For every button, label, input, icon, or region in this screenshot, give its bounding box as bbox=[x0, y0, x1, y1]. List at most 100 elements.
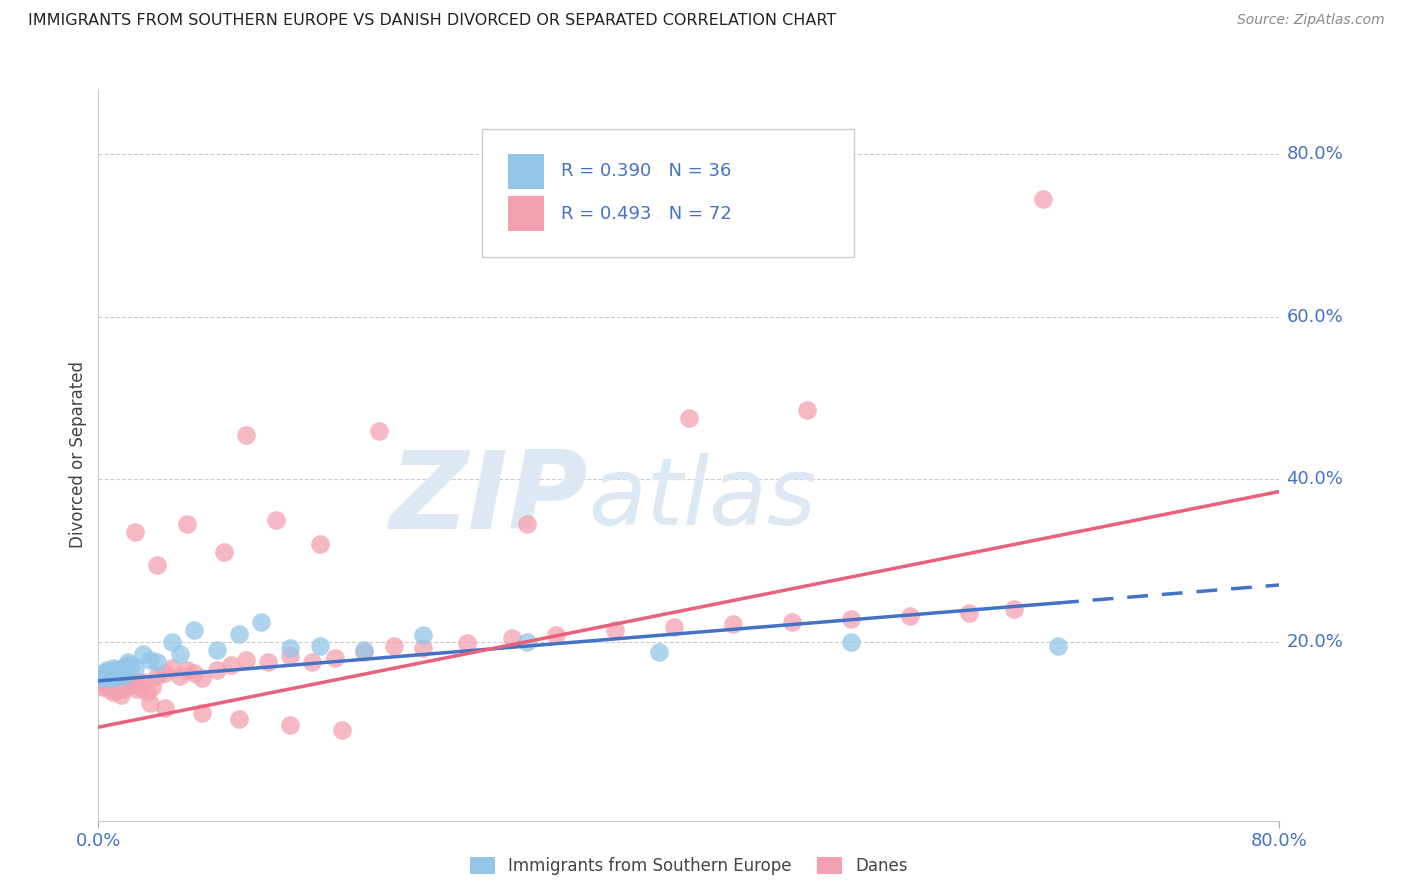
Point bbox=[124, 525, 146, 540]
Point bbox=[104, 680, 127, 694]
Point bbox=[169, 647, 191, 661]
Point bbox=[94, 677, 117, 691]
Point bbox=[219, 657, 242, 672]
Y-axis label: Divorced or Separated: Divorced or Separated bbox=[69, 361, 87, 549]
Text: R = 0.390   N = 36: R = 0.390 N = 36 bbox=[561, 162, 731, 180]
Point bbox=[191, 706, 214, 721]
Point bbox=[114, 673, 136, 688]
Point bbox=[120, 677, 142, 691]
Point bbox=[235, 653, 257, 667]
Point bbox=[169, 669, 191, 683]
Point bbox=[839, 635, 862, 649]
Point bbox=[98, 677, 121, 691]
Point bbox=[91, 680, 114, 694]
Point bbox=[648, 644, 671, 658]
Point bbox=[544, 628, 567, 642]
Point bbox=[100, 680, 122, 694]
Point bbox=[124, 661, 146, 675]
Point bbox=[105, 675, 128, 690]
Text: atlas: atlas bbox=[589, 453, 817, 544]
Point bbox=[323, 651, 346, 665]
Point bbox=[301, 655, 323, 669]
Text: 20.0%: 20.0% bbox=[1286, 632, 1343, 651]
Point bbox=[103, 685, 125, 699]
Point bbox=[900, 608, 922, 623]
Point bbox=[111, 681, 134, 696]
Point bbox=[330, 723, 353, 737]
Point bbox=[228, 626, 250, 640]
Point bbox=[162, 661, 183, 675]
Point bbox=[136, 685, 159, 699]
Point bbox=[309, 639, 332, 653]
Point bbox=[1032, 192, 1054, 206]
Point bbox=[501, 631, 523, 645]
Point bbox=[153, 665, 176, 680]
Point bbox=[515, 516, 537, 531]
Point bbox=[1002, 602, 1025, 616]
Point bbox=[90, 675, 112, 690]
Point bbox=[117, 655, 139, 669]
Point bbox=[146, 558, 169, 572]
Point bbox=[139, 696, 162, 710]
Point bbox=[412, 641, 434, 656]
Point bbox=[176, 663, 198, 677]
Point bbox=[162, 635, 183, 649]
Point bbox=[205, 663, 228, 677]
Point bbox=[368, 424, 391, 438]
Point bbox=[141, 680, 163, 694]
Point bbox=[605, 623, 627, 637]
Point bbox=[353, 643, 375, 657]
Point bbox=[796, 403, 818, 417]
Point bbox=[100, 672, 122, 686]
Point bbox=[183, 623, 205, 637]
Point bbox=[125, 681, 148, 696]
Point bbox=[98, 665, 121, 680]
Point bbox=[228, 712, 250, 726]
Point bbox=[122, 673, 145, 688]
Point bbox=[128, 680, 150, 694]
Point bbox=[278, 717, 302, 731]
Point bbox=[146, 669, 169, 683]
Point bbox=[90, 669, 112, 683]
Point bbox=[97, 669, 120, 683]
Point bbox=[111, 665, 134, 680]
Point bbox=[456, 636, 478, 650]
Point bbox=[257, 655, 280, 669]
Text: Source: ZipAtlas.com: Source: ZipAtlas.com bbox=[1237, 13, 1385, 28]
Point bbox=[114, 659, 136, 673]
Point bbox=[278, 649, 302, 664]
Point bbox=[250, 615, 273, 629]
Point bbox=[96, 672, 118, 686]
Point bbox=[105, 663, 128, 677]
Point bbox=[278, 641, 302, 656]
Point bbox=[1046, 639, 1069, 653]
Point bbox=[115, 680, 138, 694]
Point bbox=[108, 677, 131, 691]
Point bbox=[382, 639, 405, 653]
Point bbox=[353, 644, 375, 658]
Point bbox=[97, 681, 120, 696]
Point bbox=[264, 513, 287, 527]
Point bbox=[183, 665, 205, 680]
Point bbox=[107, 669, 129, 683]
Point bbox=[212, 545, 235, 559]
Point bbox=[93, 672, 115, 686]
Point bbox=[120, 657, 142, 672]
Point bbox=[153, 701, 176, 715]
Point bbox=[412, 628, 434, 642]
FancyBboxPatch shape bbox=[482, 129, 855, 258]
Point bbox=[176, 516, 198, 531]
Point bbox=[678, 411, 700, 425]
Text: R = 0.493   N = 72: R = 0.493 N = 72 bbox=[561, 204, 733, 222]
Point bbox=[117, 672, 139, 686]
Point bbox=[96, 663, 118, 677]
Text: IMMIGRANTS FROM SOUTHERN EUROPE VS DANISH DIVORCED OR SEPARATED CORRELATION CHAR: IMMIGRANTS FROM SOUTHERN EUROPE VS DANIS… bbox=[28, 13, 837, 29]
Text: 80.0%: 80.0% bbox=[1286, 145, 1343, 163]
Point bbox=[110, 688, 132, 702]
Point bbox=[104, 667, 127, 681]
Point bbox=[112, 677, 135, 691]
Point bbox=[664, 620, 686, 634]
Point bbox=[959, 607, 981, 621]
Text: ZIP: ZIP bbox=[391, 446, 589, 552]
Legend: Immigrants from Southern Europe, Danes: Immigrants from Southern Europe, Danes bbox=[464, 850, 914, 882]
